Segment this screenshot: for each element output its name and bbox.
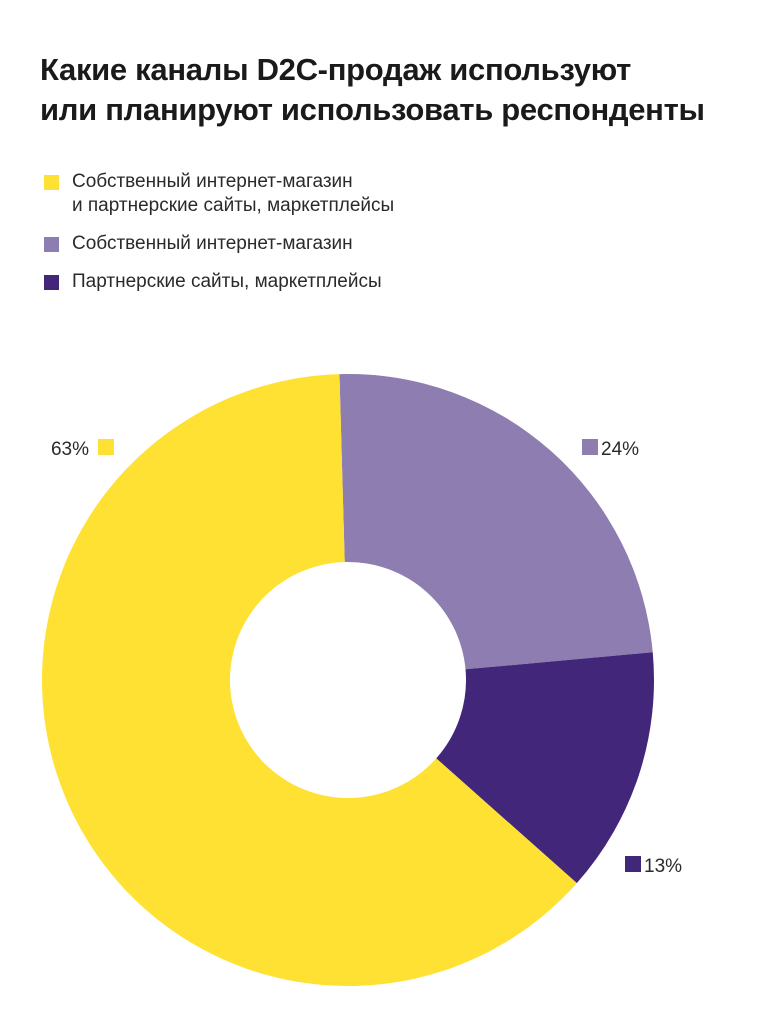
legend-swatch-marketplaces (44, 275, 59, 290)
legend-swatch-combined (44, 175, 59, 190)
legend-label-line: Собственный интернет-магазин (72, 171, 353, 192)
legend: Собственный интернет-магазин и партнерск… (44, 170, 744, 308)
legend-label-line: Партнерские сайты, маркетплейсы (72, 271, 382, 292)
chart-title: Какие каналы D2C-продаж используют или п… (40, 50, 770, 130)
chart-title-line-1: Какие каналы D2C-продаж используют (40, 52, 632, 87)
label-combined: 63% (51, 439, 89, 460)
label-combined-marker (98, 439, 114, 455)
legend-swatch-own-store (44, 237, 59, 252)
label-own-store: 24% (601, 439, 639, 460)
slice-own-store (339, 374, 653, 670)
chart-title-line-2: или планируют использовать респонденты (40, 92, 705, 127)
legend-item-own-store: Собственный интернет-магазин (44, 232, 744, 256)
label-marketplaces-marker (625, 856, 641, 872)
legend-label-line: и партнерские сайты, маркетплейсы (72, 195, 395, 216)
slice-marketplaces (436, 652, 654, 884)
label-own-store-marker (582, 439, 598, 455)
legend-item-combined: Собственный интернет-магазин и партнерск… (44, 170, 744, 218)
slice-combined (41, 374, 577, 987)
legend-item-marketplaces: Партнерские сайты, маркетплейсы (44, 270, 744, 294)
legend-label-line: Собственный интернет-магазин (72, 233, 353, 254)
label-marketplaces: 13% (644, 856, 682, 877)
